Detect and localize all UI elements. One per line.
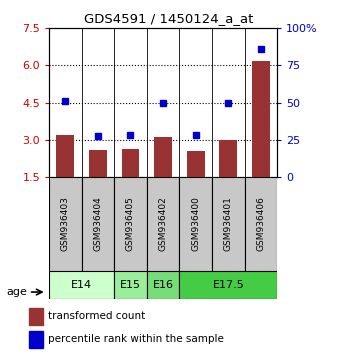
Text: GSM936405: GSM936405 <box>126 196 135 251</box>
Text: GDS4591 / 1450124_a_at: GDS4591 / 1450124_a_at <box>84 12 254 25</box>
Bar <box>147 177 179 271</box>
Text: GSM936402: GSM936402 <box>159 196 168 251</box>
Text: E15: E15 <box>120 280 141 290</box>
Bar <box>114 271 147 299</box>
Bar <box>245 177 277 271</box>
Text: GSM936404: GSM936404 <box>93 196 102 251</box>
Text: age: age <box>7 287 28 297</box>
Bar <box>29 331 43 348</box>
Bar <box>252 61 270 177</box>
Bar <box>56 135 74 177</box>
Bar <box>219 140 237 177</box>
Bar <box>154 137 172 177</box>
Bar <box>49 177 81 271</box>
Text: percentile rank within the sample: percentile rank within the sample <box>48 335 224 344</box>
Bar <box>187 151 204 177</box>
Bar <box>114 177 147 271</box>
Text: GSM936403: GSM936403 <box>61 196 70 251</box>
Text: transformed count: transformed count <box>48 312 145 321</box>
Bar <box>49 271 114 299</box>
Bar <box>212 177 245 271</box>
Text: E14: E14 <box>71 280 92 290</box>
Bar <box>122 149 140 177</box>
Bar <box>179 177 212 271</box>
Bar <box>29 308 43 325</box>
Text: E17.5: E17.5 <box>212 280 244 290</box>
Text: GSM936401: GSM936401 <box>224 196 233 251</box>
Bar <box>81 177 114 271</box>
Bar <box>179 271 277 299</box>
Bar <box>147 271 179 299</box>
Text: GSM936400: GSM936400 <box>191 196 200 251</box>
Bar <box>89 150 107 177</box>
Text: E16: E16 <box>152 280 174 290</box>
Text: GSM936406: GSM936406 <box>256 196 265 251</box>
